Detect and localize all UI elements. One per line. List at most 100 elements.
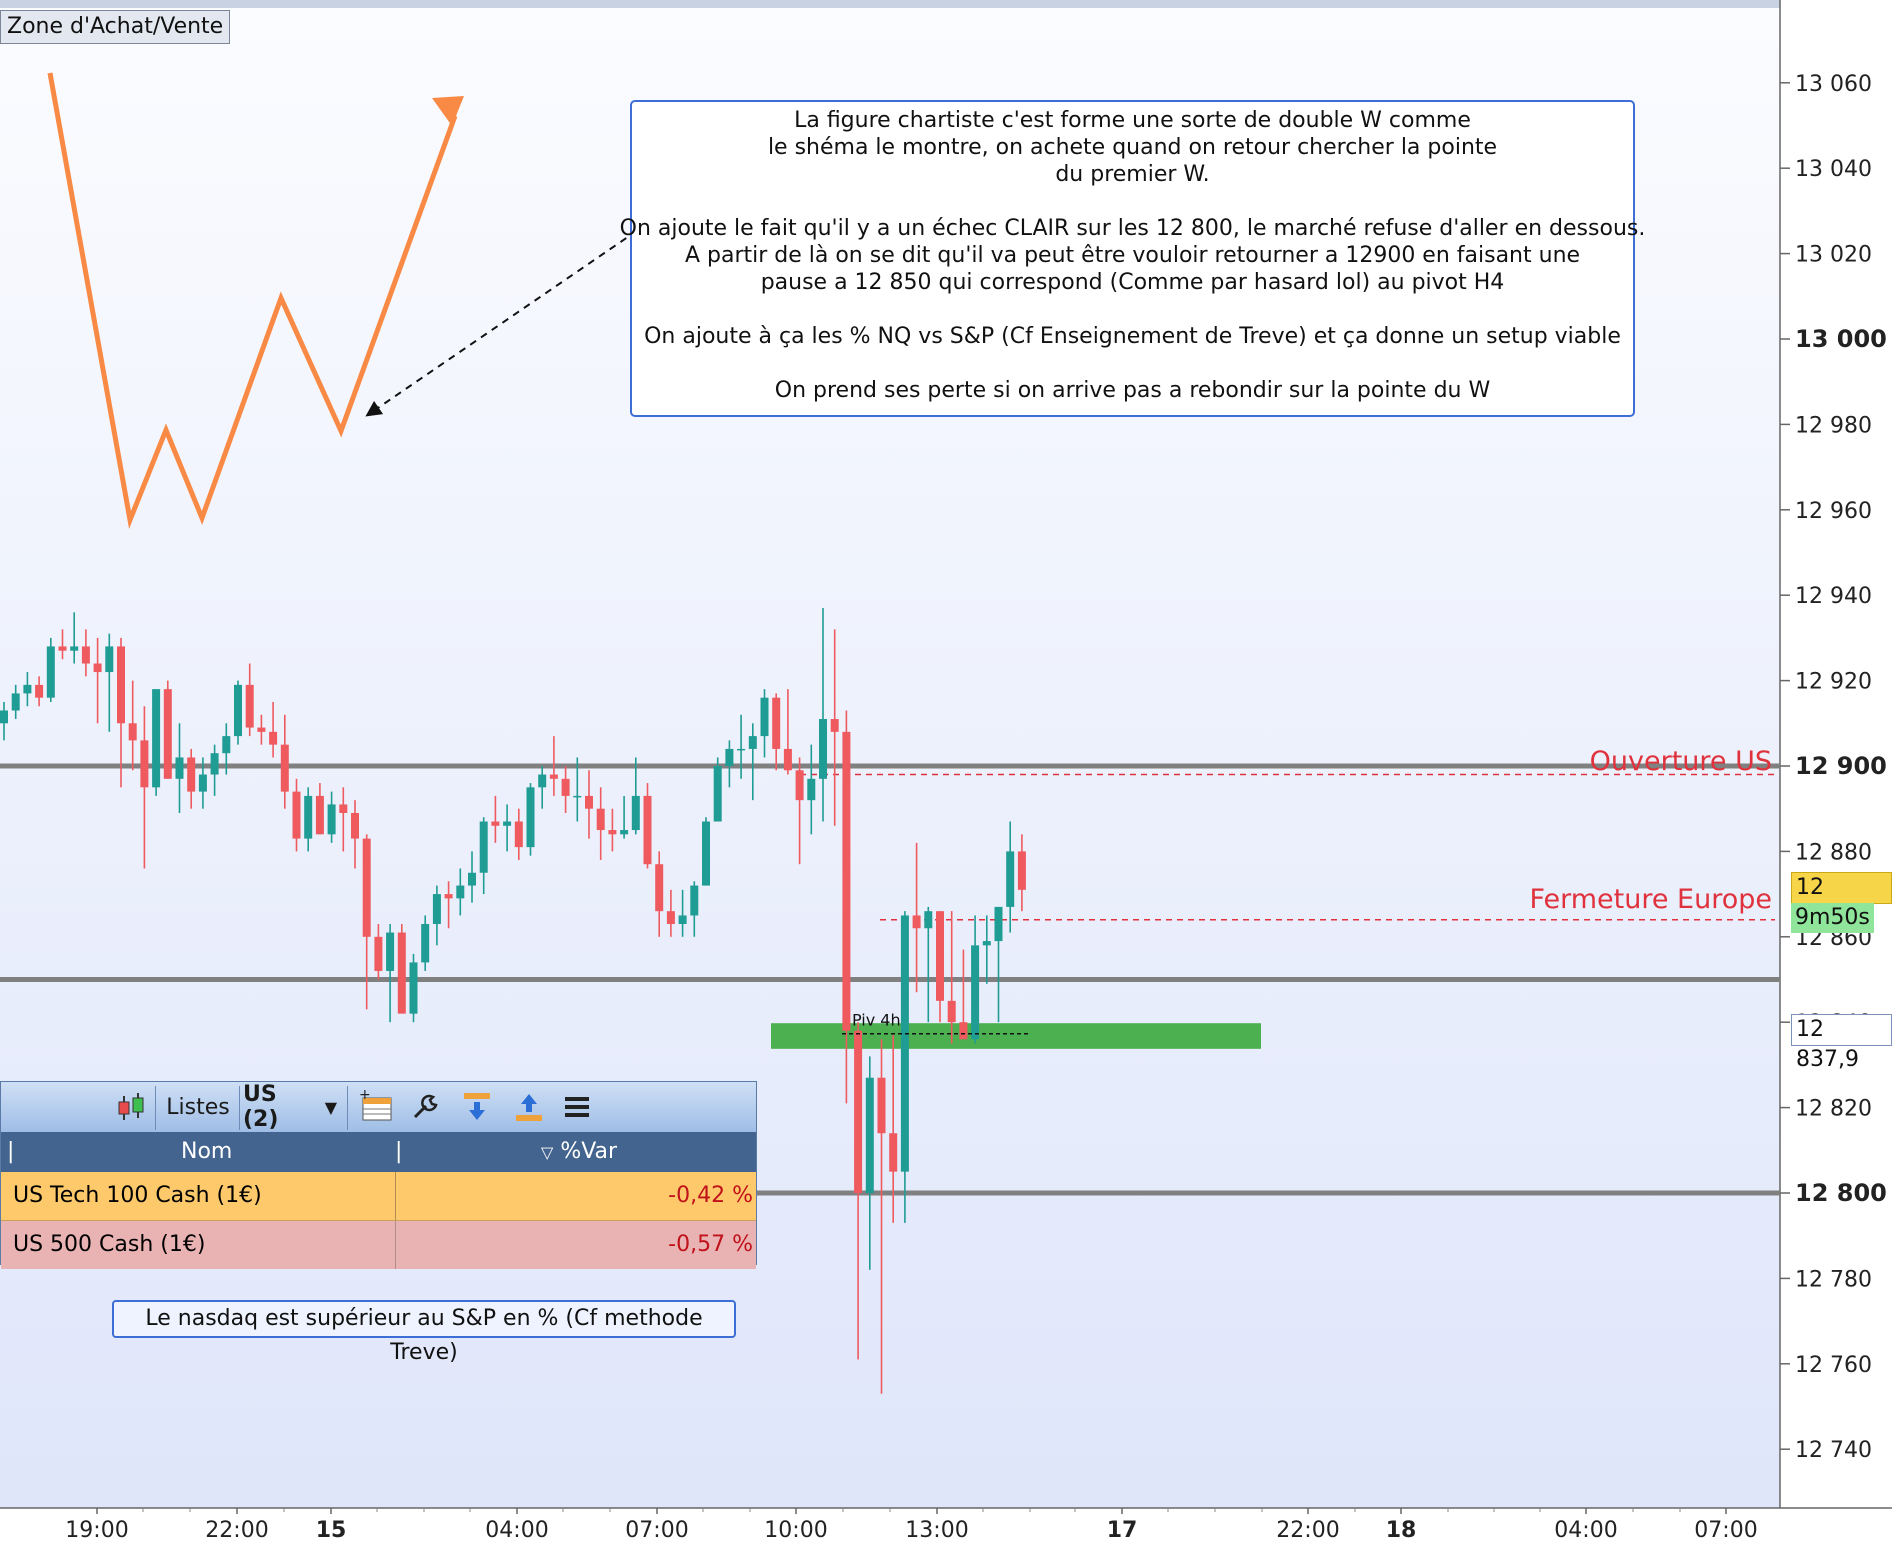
candle[interactable] bbox=[444, 881, 453, 929]
candle[interactable] bbox=[526, 783, 535, 856]
candle[interactable] bbox=[947, 911, 956, 1044]
candle[interactable] bbox=[643, 783, 652, 869]
candle[interactable] bbox=[269, 701, 278, 758]
candle[interactable] bbox=[1017, 834, 1026, 912]
candle[interactable] bbox=[573, 757, 582, 822]
candle[interactable] bbox=[713, 757, 722, 822]
candle[interactable] bbox=[491, 795, 500, 843]
candle[interactable] bbox=[479, 817, 488, 895]
candle[interactable] bbox=[702, 817, 710, 886]
list-selector[interactable]: US (2) ▼ bbox=[243, 1082, 337, 1132]
add-column-icon[interactable]: + bbox=[353, 1086, 399, 1128]
candle[interactable] bbox=[70, 612, 79, 664]
candle[interactable] bbox=[854, 1022, 863, 1360]
move-down-icon[interactable] bbox=[457, 1086, 497, 1128]
candle[interactable] bbox=[105, 633, 114, 732]
column-header-var[interactable]: ▽ %Var bbox=[541, 1132, 617, 1172]
candle[interactable] bbox=[889, 1035, 898, 1223]
candle[interactable] bbox=[514, 808, 523, 860]
w-pattern-drawing[interactable] bbox=[47, 72, 458, 530]
candle[interactable] bbox=[608, 808, 617, 852]
candle[interactable] bbox=[128, 680, 137, 771]
candle[interactable] bbox=[0, 701, 8, 741]
candle[interactable] bbox=[725, 740, 734, 788]
candle[interactable] bbox=[877, 1039, 886, 1394]
price-axis-panel[interactable] bbox=[1780, 0, 1892, 1508]
column-resize-handle[interactable]: | bbox=[395, 1139, 403, 1164]
candle[interactable] bbox=[585, 770, 593, 839]
candle[interactable] bbox=[234, 680, 242, 745]
candle[interactable] bbox=[631, 757, 640, 835]
candle[interactable] bbox=[46, 637, 55, 702]
candle[interactable] bbox=[549, 736, 558, 796]
candle[interactable] bbox=[140, 706, 149, 869]
candle[interactable] bbox=[339, 787, 348, 852]
candle[interactable] bbox=[35, 676, 44, 707]
candle[interactable] bbox=[561, 766, 570, 813]
candle[interactable] bbox=[748, 723, 757, 801]
candle[interactable] bbox=[11, 684, 20, 720]
candle[interactable] bbox=[198, 757, 207, 809]
candle[interactable] bbox=[596, 787, 605, 860]
candle[interactable] bbox=[304, 787, 313, 852]
candle[interactable] bbox=[924, 906, 933, 1023]
watchlist-widget[interactable]: Listes US (2) ▼ + bbox=[0, 1081, 757, 1269]
candle[interactable] bbox=[432, 885, 441, 946]
candle[interactable] bbox=[1006, 821, 1015, 933]
candle[interactable] bbox=[760, 689, 769, 758]
candle[interactable] bbox=[374, 923, 383, 980]
candle[interactable] bbox=[257, 714, 266, 745]
candle[interactable] bbox=[865, 1056, 874, 1270]
candle[interactable] bbox=[58, 629, 67, 660]
candle[interactable] bbox=[819, 608, 827, 822]
candle[interactable] bbox=[737, 714, 746, 779]
candle[interactable] bbox=[666, 889, 675, 937]
candle[interactable] bbox=[994, 906, 1003, 1023]
column-resize-handle[interactable]: | bbox=[7, 1139, 15, 1164]
lists-button[interactable]: Listes bbox=[166, 1094, 230, 1120]
candle[interactable] bbox=[783, 689, 792, 775]
candle[interactable] bbox=[409, 953, 418, 1023]
candle[interactable] bbox=[655, 851, 664, 937]
candle[interactable] bbox=[362, 834, 371, 1010]
candle[interactable] bbox=[81, 629, 90, 677]
candle[interactable] bbox=[397, 923, 406, 1014]
candle[interactable] bbox=[842, 710, 851, 1104]
candle[interactable] bbox=[421, 915, 430, 971]
candle[interactable] bbox=[292, 778, 301, 852]
table-row[interactable]: US 500 Cash (1€) -0,57 % bbox=[1, 1221, 756, 1269]
candle[interactable] bbox=[222, 723, 231, 775]
candle[interactable] bbox=[163, 680, 172, 779]
move-up-icon[interactable] bbox=[509, 1086, 549, 1128]
candle[interactable] bbox=[117, 637, 125, 788]
table-row[interactable]: US Tech 100 Cash (1€) -0,42 % bbox=[1, 1172, 756, 1221]
candle[interactable] bbox=[807, 744, 816, 835]
candle[interactable] bbox=[327, 791, 336, 843]
candle[interactable] bbox=[959, 949, 968, 1040]
candle[interactable] bbox=[830, 629, 839, 826]
note-box[interactable]: Le nasdaq est supérieur au S&P en % (Cf … bbox=[112, 1300, 736, 1365]
candle[interactable] bbox=[936, 911, 944, 1023]
candle[interactable] bbox=[772, 693, 781, 771]
candle[interactable] bbox=[690, 881, 699, 937]
candle[interactable] bbox=[315, 783, 324, 835]
annotation-box[interactable] bbox=[630, 100, 1635, 417]
candle[interactable] bbox=[971, 915, 980, 1044]
zone-band-rect[interactable] bbox=[771, 1023, 1261, 1049]
candle[interactable] bbox=[210, 744, 219, 796]
menu-icon[interactable] bbox=[557, 1086, 597, 1128]
candle[interactable] bbox=[900, 911, 909, 1223]
column-header-name[interactable]: Nom bbox=[181, 1139, 233, 1164]
candlestick-icon[interactable] bbox=[109, 1086, 153, 1128]
candle[interactable] bbox=[245, 663, 254, 737]
candle[interactable] bbox=[386, 923, 395, 1023]
time-axis-panel[interactable] bbox=[0, 1508, 1892, 1544]
wrench-icon[interactable] bbox=[405, 1086, 445, 1128]
candle[interactable] bbox=[187, 748, 196, 809]
candle[interactable] bbox=[468, 851, 476, 903]
candle[interactable] bbox=[280, 714, 289, 809]
candle[interactable] bbox=[538, 766, 547, 809]
zone-tag-label[interactable]: Zone d'Achat/Vente bbox=[0, 10, 231, 44]
candle[interactable] bbox=[982, 915, 991, 984]
candle[interactable] bbox=[23, 672, 32, 707]
